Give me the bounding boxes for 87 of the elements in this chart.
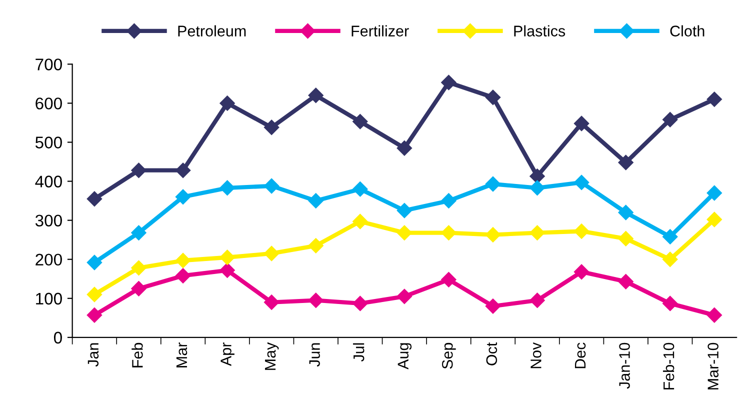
point — [131, 281, 146, 296]
legend-label: Fertilizer — [352, 25, 409, 36]
point — [352, 114, 368, 130]
point — [574, 174, 590, 190]
point — [485, 176, 501, 192]
point — [264, 246, 280, 262]
point — [485, 227, 501, 242]
point — [662, 252, 678, 267]
x-tick-label: Mar-10 — [708, 342, 718, 390]
y-tick-label: 100 — [36, 292, 62, 305]
y-tick-label: 300 — [35, 214, 62, 227]
point — [530, 292, 545, 308]
point — [86, 191, 102, 206]
legend-label: Plastics — [514, 25, 566, 36]
point — [131, 225, 146, 240]
point — [706, 185, 722, 201]
point — [706, 92, 722, 107]
y-tick-label: 600 — [36, 98, 62, 110]
point — [396, 225, 412, 240]
y-tick-label: 700 — [36, 58, 62, 70]
legend-label: Cloth — [670, 25, 704, 36]
point — [530, 168, 545, 184]
point — [175, 162, 191, 178]
point — [175, 252, 191, 268]
point — [308, 88, 324, 103]
point — [485, 90, 501, 105]
point — [618, 154, 634, 170]
point — [485, 298, 501, 314]
point — [131, 162, 146, 178]
point — [574, 116, 590, 132]
x-tick-label: Sep — [442, 342, 456, 369]
point — [574, 264, 590, 280]
point — [220, 262, 235, 278]
point — [220, 180, 235, 196]
point — [131, 260, 146, 276]
x-tick-label: Dec — [574, 342, 586, 368]
point — [530, 180, 545, 196]
point — [86, 308, 102, 323]
x-tick-label: Feb-10 — [662, 342, 674, 390]
y-tick-label: 500 — [35, 136, 62, 148]
point — [308, 292, 324, 308]
point — [530, 225, 545, 240]
point — [175, 189, 191, 204]
x-tick-label: Feb — [132, 342, 143, 368]
x-tick-label: Jul — [353, 343, 364, 362]
point — [441, 74, 456, 90]
point — [175, 268, 191, 284]
x-tick-label: Mar — [176, 342, 188, 368]
point — [618, 274, 634, 290]
point — [662, 112, 678, 128]
point — [86, 286, 102, 302]
point — [618, 231, 634, 246]
point — [618, 204, 634, 220]
point — [220, 96, 235, 111]
point — [264, 178, 280, 194]
x-tick-label: Oct — [486, 342, 498, 366]
legend-label: Petroleum — [178, 25, 246, 36]
point — [352, 296, 368, 312]
x-tick-label: Apr — [220, 342, 234, 366]
x-tick-label: Jan — [88, 343, 99, 367]
point — [308, 238, 324, 254]
point — [441, 272, 456, 288]
x-tick-label: Nov — [530, 342, 542, 368]
y-tick-label: 0 — [54, 332, 62, 344]
point — [441, 193, 456, 208]
point — [396, 202, 412, 218]
point — [308, 193, 324, 208]
point — [220, 250, 235, 265]
point — [662, 296, 678, 312]
y-tick-label: 200 — [36, 254, 62, 266]
point — [264, 294, 280, 310]
point — [352, 214, 368, 230]
x-tick-label: May — [265, 342, 279, 370]
x-tick-label: Jan-10 — [619, 342, 630, 389]
point — [264, 120, 280, 135]
point — [662, 229, 678, 244]
point — [441, 225, 456, 240]
point — [352, 182, 368, 197]
point — [396, 140, 412, 156]
x-tick-label: Jun — [309, 343, 320, 367]
point — [706, 212, 722, 228]
point — [574, 224, 590, 239]
x-tick-label: Aug — [398, 343, 412, 370]
point — [396, 288, 412, 304]
y-tick-label: 400 — [35, 176, 62, 188]
point — [86, 254, 102, 270]
point — [706, 308, 722, 323]
